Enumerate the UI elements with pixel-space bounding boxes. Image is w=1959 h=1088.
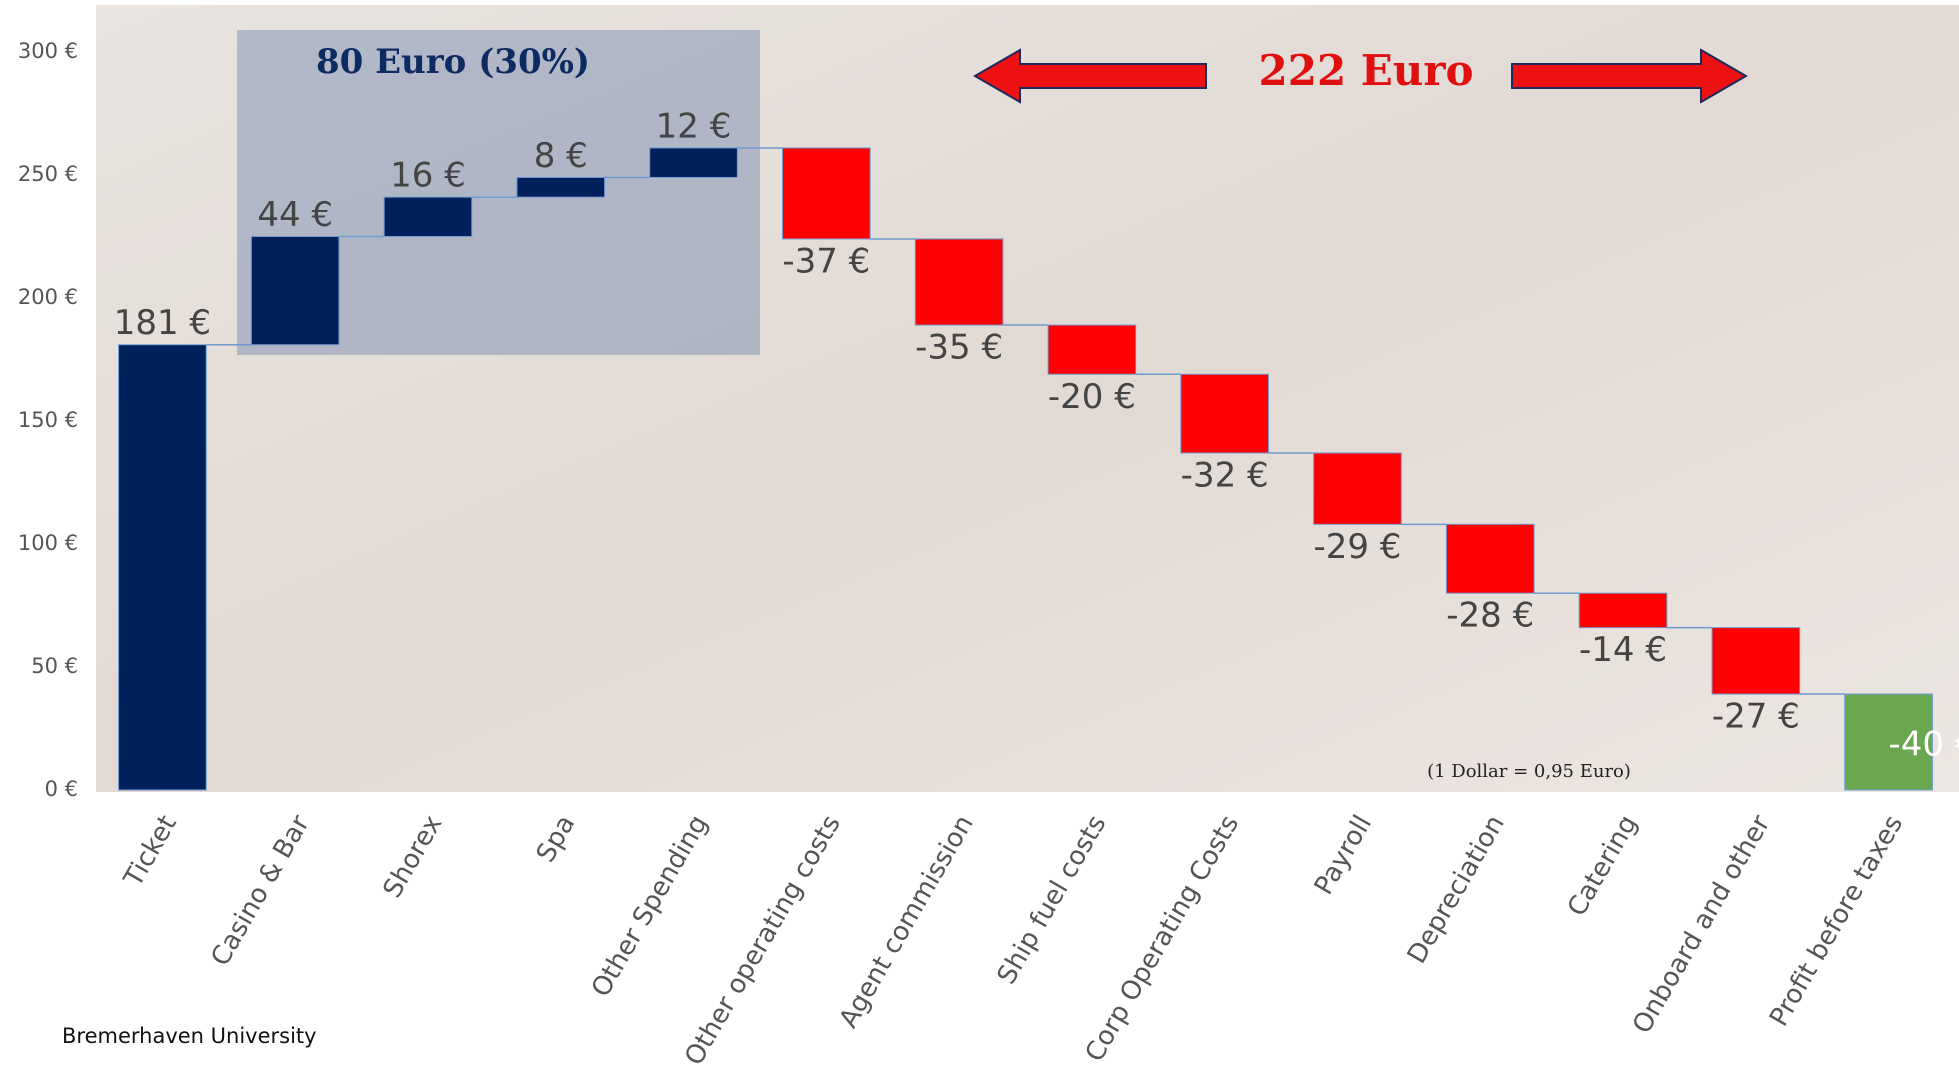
y-tick-label: 150 € [18,408,78,432]
revenue-annotation: 80 Euro (30%) [316,42,590,82]
x-tick-label: Spa [531,810,581,867]
x-tick-label: Agent commission [834,810,980,1033]
x-tick-label: Ticket [118,810,183,892]
bar [1579,593,1667,627]
y-tick-label: 250 € [18,162,78,186]
y-tick-label: 100 € [18,531,78,555]
bar [1181,374,1269,453]
value-label: 12 € [656,106,732,146]
value-label: -14 € [1579,630,1667,670]
bar [915,239,1003,325]
value-label: -37 € [782,241,870,281]
value-label: 44 € [257,195,333,235]
y-tick-label: 0 € [45,777,78,801]
bar [1048,325,1136,374]
x-tick-label: Shorex [378,810,449,903]
y-tick-label: 50 € [31,654,78,678]
x-tick-label: Other operating costs [679,810,847,1070]
bar [384,197,472,236]
value-label: -40 € [1888,725,1959,765]
bar [783,148,871,239]
cost-annotation: 222 Euro [1259,46,1474,95]
value-label: -28 € [1446,596,1534,636]
x-tick-label: Casino & Bar [205,810,315,971]
x-tick-label: Depreciation [1402,810,1511,969]
exchange-note: (1 Dollar = 0,95 Euro) [1427,761,1631,782]
value-label: -35 € [915,328,1003,368]
source: Bremerhaven University [62,1024,317,1048]
x-tick-label: Payroll [1309,810,1378,900]
x-tick-label: Corp Operating Costs [1080,810,1246,1067]
value-label: 8 € [534,136,588,176]
bar [1314,453,1402,524]
x-tick-label: Ship fuel costs [992,810,1113,989]
value-label: -27 € [1712,697,1800,737]
x-tick-label: Other Spending [586,810,714,1002]
value-label: 181 € [114,303,211,343]
bar [1712,628,1800,694]
x-tick-label: Profit before taxes [1764,810,1909,1031]
bar [251,237,339,345]
x-tick-label: Catering [1562,810,1644,921]
y-tick-label: 200 € [18,285,78,309]
y-tick-label: 300 € [18,39,78,63]
bar [119,345,207,790]
value-label: 16 € [390,156,466,196]
value-label: -32 € [1181,455,1269,495]
bar [1446,524,1534,593]
value-label: -29 € [1313,527,1401,567]
bar [517,177,605,197]
value-label: -20 € [1048,377,1136,417]
chart: 80 Euro (30%) 222 Euro (1 Dollar = 0,95 … [0,0,1959,1088]
x-tick-label: Onboard and other [1627,810,1777,1039]
page: 80 Euro (30%) 222 Euro (1 Dollar = 0,95 … [0,0,1959,1088]
bar [650,148,738,178]
